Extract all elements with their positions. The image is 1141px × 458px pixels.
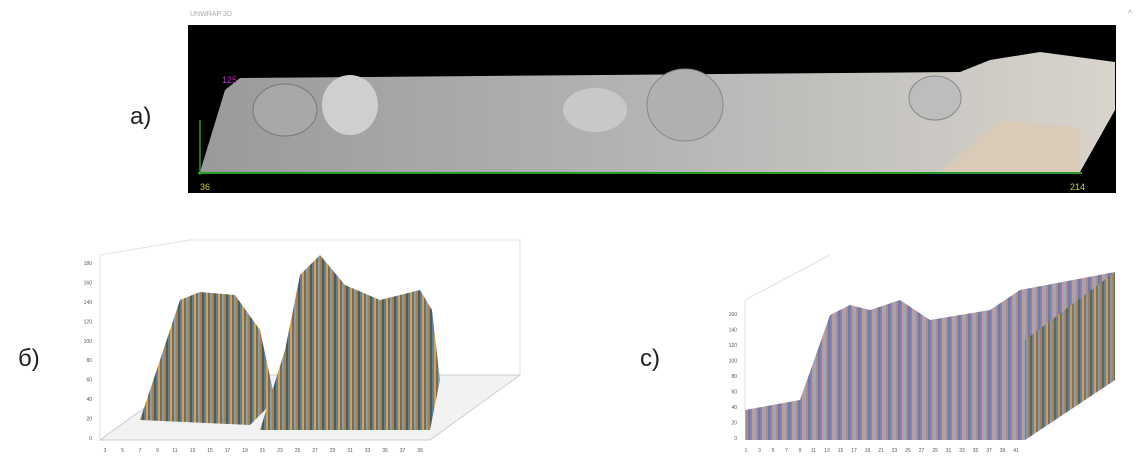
x-tick-label: 27 <box>919 448 925 454</box>
y-tick-label: 120 <box>729 343 738 349</box>
x-tick-label: 25 <box>295 448 301 454</box>
x-tick-label: 11 <box>811 448 816 454</box>
y-tick-label: 140 <box>84 300 93 306</box>
surface <box>140 292 275 425</box>
x-tick-label: 17 <box>225 448 231 454</box>
y-tick-label: 160 <box>84 280 93 286</box>
x-tick-label: 31 <box>946 448 952 454</box>
x-tick-label: 13 <box>190 448 196 454</box>
x-tick-label: 17 <box>851 448 857 454</box>
x-tick-label: 35 <box>382 448 388 454</box>
y-tick-label: 120 <box>84 319 93 325</box>
x-tick-label: 25 <box>905 448 911 454</box>
surface <box>260 255 440 430</box>
y-tick-label: 40 <box>731 405 737 411</box>
x-tick-label: 7 <box>785 448 788 454</box>
hump <box>647 69 723 141</box>
figure: UNWRAP 3D ^ 125 36 214 а) б) с) 02040608… <box>0 0 1141 458</box>
hump <box>253 84 317 136</box>
hump <box>563 88 627 132</box>
axis-value: 36 <box>200 182 210 192</box>
x-tick-label: 19 <box>865 448 871 454</box>
x-tick-label: 35 <box>973 448 979 454</box>
x-tick-label: 3 <box>758 448 761 454</box>
x-tick-label: 15 <box>207 448 213 454</box>
x-tick-label: 23 <box>277 448 283 454</box>
x-tick-label: 7 <box>139 448 142 454</box>
y-tick-label: 160 <box>729 312 738 318</box>
x-tick-label: 11 <box>172 448 177 454</box>
panel-label: с) <box>640 345 660 372</box>
axis-value: 125 <box>222 75 237 85</box>
hump <box>322 75 378 135</box>
y-tick-label: 180 <box>84 261 93 267</box>
hump <box>909 76 961 120</box>
x-tick-label: 31 <box>347 448 353 454</box>
x-tick-label: 5 <box>121 448 124 454</box>
x-tick-label: 33 <box>365 448 371 454</box>
x-tick-label: 5 <box>772 448 775 454</box>
x-tick-label: 37 <box>400 448 406 454</box>
y-tick-label: 100 <box>729 359 738 365</box>
x-tick-label: 23 <box>892 448 898 454</box>
x-tick-label: 13 <box>824 448 830 454</box>
x-tick-label: 9 <box>156 448 159 454</box>
collapse-icon: ^ <box>1128 8 1133 18</box>
y-tick-label: 140 <box>729 328 738 334</box>
x-tick-label: 1 <box>745 448 748 454</box>
panel-header: UNWRAP 3D <box>190 11 232 18</box>
y-tick-label: 40 <box>86 397 92 403</box>
panel-label: б) <box>18 345 40 372</box>
x-tick-label: 29 <box>932 448 938 454</box>
y-tick-label: 60 <box>731 390 737 396</box>
panel-label: а) <box>130 103 151 130</box>
y-tick-label: 80 <box>86 358 92 364</box>
x-tick-label: 37 <box>986 448 992 454</box>
x-tick-label: 21 <box>878 448 884 454</box>
x-tick-label: 27 <box>312 448 318 454</box>
axis-value: 214 <box>1070 182 1085 192</box>
y-tick-label: 20 <box>731 421 737 427</box>
y-tick-label: 20 <box>86 417 92 423</box>
y-tick-label: 60 <box>86 378 92 384</box>
x-tick-label: 9 <box>799 448 802 454</box>
y-tick-label: 0 <box>734 436 737 442</box>
y-tick-label: 0 <box>89 436 92 442</box>
y-tick-label: 80 <box>731 374 737 380</box>
x-tick-label: 29 <box>330 448 336 454</box>
x-tick-label: 19 <box>242 448 248 454</box>
x-tick-label: 3 <box>104 448 107 454</box>
x-tick-label: 41 <box>1013 448 1019 454</box>
x-tick-label: 15 <box>838 448 844 454</box>
y-tick-label: 100 <box>84 339 93 345</box>
x-tick-label: 39 <box>1000 448 1006 454</box>
x-tick-label: 33 <box>959 448 965 454</box>
x-tick-label: 39 <box>417 448 423 454</box>
x-tick-label: 21 <box>260 448 266 454</box>
